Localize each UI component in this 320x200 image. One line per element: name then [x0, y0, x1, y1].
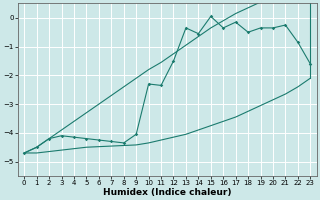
X-axis label: Humidex (Indice chaleur): Humidex (Indice chaleur) [103, 188, 232, 197]
